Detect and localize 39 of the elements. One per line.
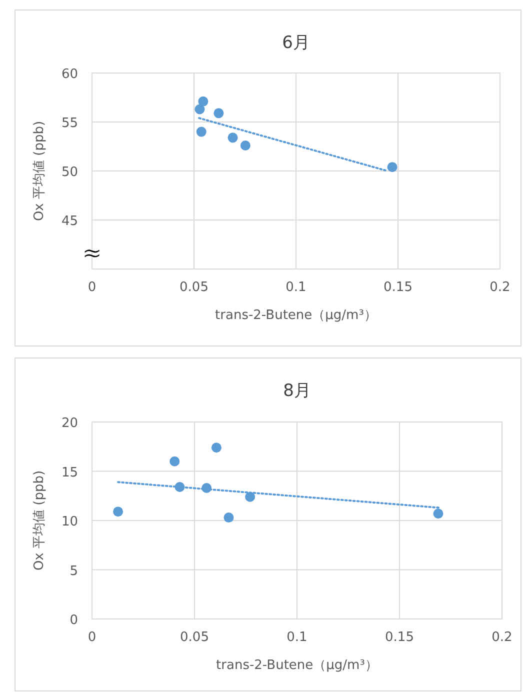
y-tick-label: 55 xyxy=(61,116,78,131)
chart-title: 8月 xyxy=(283,381,311,401)
point xyxy=(196,126,206,137)
point xyxy=(211,442,222,453)
x-tick-label: 0.15 xyxy=(385,630,414,645)
point xyxy=(198,96,208,106)
point xyxy=(245,492,256,502)
y-axis-title: Ox 平均値 (ppb) xyxy=(32,120,47,222)
point xyxy=(214,108,224,118)
x-tick-label: 0 xyxy=(88,280,96,295)
point xyxy=(240,140,250,151)
y-tick-label: 50 xyxy=(61,165,78,180)
x-axis-title: trans-2-Butene（μg/m³） xyxy=(215,308,377,323)
point xyxy=(224,512,234,523)
y-tick-label: 5 xyxy=(70,564,78,579)
y-tick-label: 60 xyxy=(61,67,78,82)
point xyxy=(194,104,205,114)
x-tick-label: 0.05 xyxy=(180,280,208,295)
point xyxy=(228,132,238,143)
x-tick-label: 0.15 xyxy=(384,280,412,295)
x-tick-label: 0.05 xyxy=(180,630,209,645)
point xyxy=(387,162,398,172)
point xyxy=(170,456,180,466)
point xyxy=(433,508,444,519)
y-tick-label: 20 xyxy=(61,416,78,431)
x-tick-label: 0.1 xyxy=(286,630,308,645)
annotation: ≈ xyxy=(82,239,102,267)
chart-title: 6月 xyxy=(282,33,310,53)
x-axis-title: trans-2-Butene（μg/m³） xyxy=(216,658,378,673)
y-tick-label: 45 xyxy=(61,214,78,229)
y-axis-title: Ox 平均値 (ppb) xyxy=(32,470,47,571)
y-tick-label: 15 xyxy=(61,465,78,480)
x-tick-label: 0.2 xyxy=(492,630,512,645)
y-tick-label: 0 xyxy=(70,613,78,628)
y-tick-label: 10 xyxy=(61,514,78,530)
point xyxy=(113,506,124,517)
x-tick-label: 0 xyxy=(88,630,96,645)
x-tick-label: 0.1 xyxy=(286,280,306,295)
x-tick-label: 0.2 xyxy=(490,280,510,295)
